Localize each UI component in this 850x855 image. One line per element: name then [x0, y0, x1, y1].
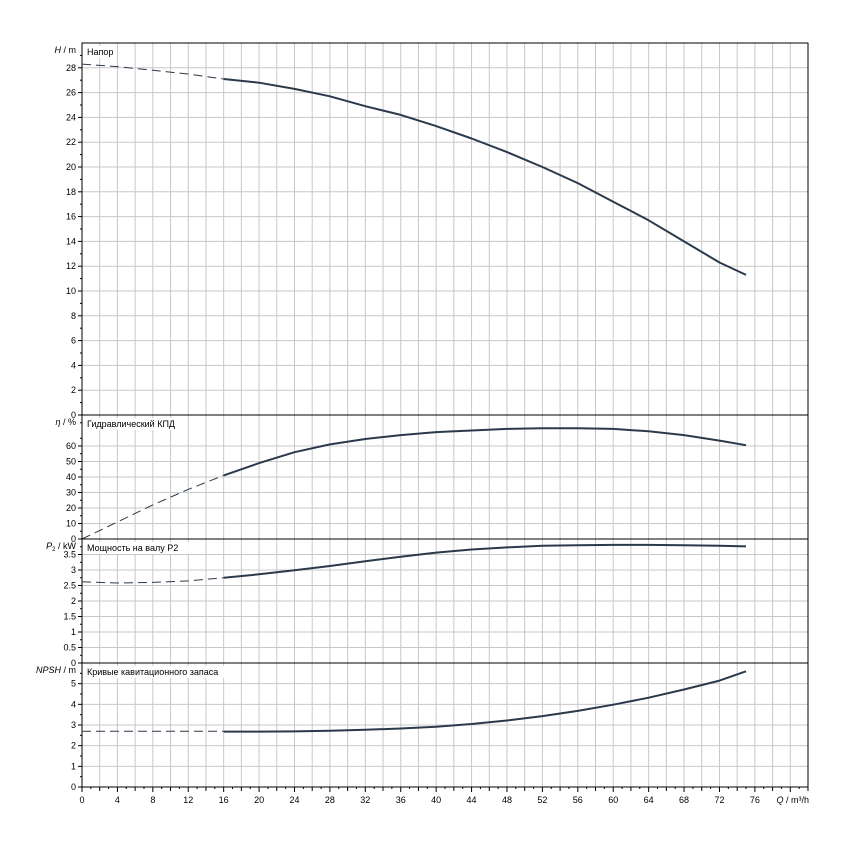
y-tick-label: 12 — [66, 261, 76, 271]
y-tick-label: 24 — [66, 112, 76, 122]
y-axis-label: H / m — [55, 45, 77, 55]
y-tick-label: 2 — [71, 385, 76, 395]
curve-solid — [224, 428, 746, 475]
y-tick-label: 22 — [66, 137, 76, 147]
panel-title: Гидравлический КПД — [87, 419, 175, 429]
x-tick-label: 68 — [679, 795, 689, 805]
y-tick-label: 1.5 — [63, 612, 76, 622]
curve-solid — [224, 79, 746, 275]
y-tick-label: 26 — [66, 88, 76, 98]
y-tick-label: 6 — [71, 336, 76, 346]
x-tick-label: 32 — [360, 795, 370, 805]
y-tick-label: 30 — [66, 488, 76, 498]
x-tick-label: 56 — [573, 795, 583, 805]
x-tick-label: 28 — [325, 795, 335, 805]
x-tick-label: 72 — [714, 795, 724, 805]
x-tick-label: 24 — [289, 795, 299, 805]
x-tick-label: 40 — [431, 795, 441, 805]
y-tick-label: 50 — [66, 457, 76, 467]
y-tick-label: 14 — [66, 236, 76, 246]
x-tick-label: 0 — [79, 795, 84, 805]
y-tick-label: 10 — [66, 519, 76, 529]
y-tick-label: 2 — [71, 596, 76, 606]
y-tick-label: 20 — [66, 503, 76, 513]
y-tick-label: 2 — [71, 741, 76, 751]
curve-solid — [224, 545, 746, 578]
curve-solid — [224, 671, 746, 731]
x-tick-label: 8 — [150, 795, 155, 805]
x-tick-label: 52 — [537, 795, 547, 805]
panel-frame — [82, 43, 808, 415]
panel-title: Кривые кавитационного запаса — [87, 667, 218, 677]
y-tick-label: 4 — [71, 360, 76, 370]
y-tick-label: 20 — [66, 162, 76, 172]
x-tick-label: 36 — [396, 795, 406, 805]
x-tick-label: 60 — [608, 795, 618, 805]
panel-title: Напор — [87, 47, 113, 57]
y-tick-label: 1 — [71, 761, 76, 771]
y-tick-label: 0.5 — [63, 643, 76, 653]
x-tick-label: 20 — [254, 795, 264, 805]
y-axis-label: η / % — [55, 417, 76, 427]
y-tick-label: 5 — [71, 679, 76, 689]
y-axis-label: NPSH / m — [36, 665, 76, 675]
x-tick-label: 12 — [183, 795, 193, 805]
x-tick-label: 64 — [644, 795, 654, 805]
panel-title: Мощность на валу P2 — [87, 543, 178, 553]
x-tick-label: 48 — [502, 795, 512, 805]
x-tick-label: 44 — [467, 795, 477, 805]
x-tick-label: 76 — [750, 795, 760, 805]
x-axis-label: Q / m³/h — [776, 795, 809, 805]
x-tick-label: 16 — [219, 795, 229, 805]
x-tick-label: 4 — [115, 795, 120, 805]
y-tick-label: 3 — [71, 565, 76, 575]
y-tick-label: 8 — [71, 311, 76, 321]
y-tick-label: 18 — [66, 187, 76, 197]
y-tick-label: 60 — [66, 441, 76, 451]
y-tick-label: 0 — [71, 782, 76, 792]
y-tick-label: 2.5 — [63, 581, 76, 591]
y-tick-label: 1 — [71, 627, 76, 637]
y-tick-label: 10 — [66, 286, 76, 296]
y-tick-label: 3 — [71, 720, 76, 730]
y-tick-label: 16 — [66, 212, 76, 222]
y-tick-label: 40 — [66, 472, 76, 482]
y-tick-label: 28 — [66, 63, 76, 73]
y-tick-label: 4 — [71, 699, 76, 709]
y-tick-label: 3.5 — [63, 550, 76, 560]
